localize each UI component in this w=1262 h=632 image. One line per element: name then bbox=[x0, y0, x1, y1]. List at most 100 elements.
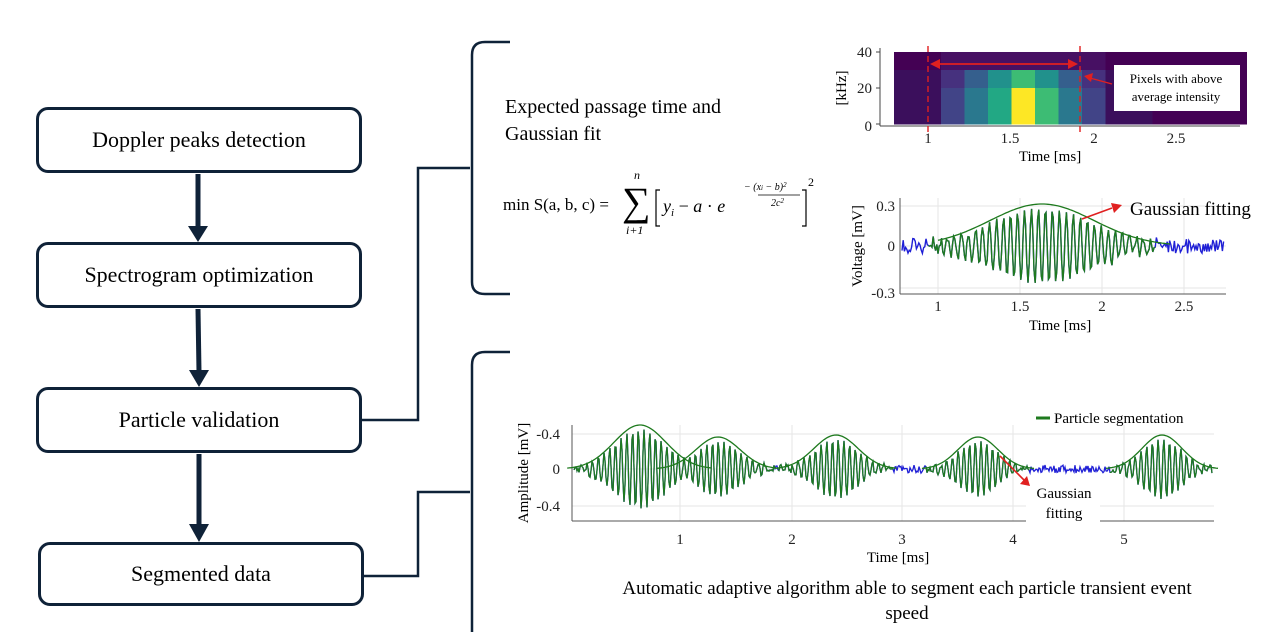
amplitude-gaussian-envelopes bbox=[567, 424, 1219, 470]
amp-legend-label: Particle segmentation bbox=[1054, 411, 1184, 427]
formula-square: 2 bbox=[808, 175, 814, 189]
spec-ytick: 20 bbox=[857, 81, 872, 97]
step-spectrogram-optimization: Spectrogram optimization bbox=[36, 242, 362, 308]
spec-xlabel: Time [ms] bbox=[1019, 149, 1081, 165]
spectrogram-cell bbox=[894, 88, 918, 107]
voltage-gaussian-envelope bbox=[937, 203, 1171, 245]
volt-xtick: 2 bbox=[1098, 299, 1106, 315]
spectrogram-cell bbox=[1082, 106, 1106, 125]
formula-caption-line1: Expected passage time and bbox=[505, 96, 722, 118]
amp-xlabel: Time [ms] bbox=[867, 550, 929, 566]
spectrogram-cell bbox=[941, 52, 965, 71]
flow-arrow-2 bbox=[189, 308, 209, 387]
spectrogram-cell bbox=[894, 106, 918, 125]
connector-segmented bbox=[364, 490, 470, 578]
spectrogram-cell bbox=[941, 88, 965, 107]
step-label: Doppler peaks detection bbox=[92, 127, 306, 152]
sum-symbol: ∑ bbox=[622, 179, 651, 224]
spectrogram-cell bbox=[1011, 70, 1036, 89]
spectrogram-cell bbox=[988, 70, 1012, 89]
formula-caption: Expected passage time and Gaussian fit bbox=[505, 94, 721, 148]
spectrogram-cell bbox=[1058, 106, 1083, 125]
amplitude-segmented-signal bbox=[573, 429, 1213, 509]
spec-annotation-line1: Pixels with above bbox=[1130, 71, 1223, 86]
spec-xtick: 1.5 bbox=[1001, 131, 1020, 147]
step-doppler-peaks-detection: Doppler peaks detection bbox=[36, 107, 362, 173]
formula-body: yi − a · e bbox=[661, 196, 725, 219]
spec-yticks: 40 20 0 bbox=[857, 45, 880, 135]
formula-exponent-num: − (xi − b)2 bbox=[744, 181, 787, 193]
volt-ytick: 0.3 bbox=[876, 199, 895, 215]
spectrogram-cell bbox=[894, 52, 918, 71]
volt-xlabel: Time [ms] bbox=[1029, 318, 1091, 334]
step-label: Particle validation bbox=[118, 407, 280, 432]
spectrogram-cell bbox=[988, 106, 1012, 125]
spectrogram-cell bbox=[1011, 52, 1036, 71]
flow-arrow-3 bbox=[189, 454, 209, 542]
spectrogram-cell bbox=[917, 88, 942, 107]
amp-xtick: 5 bbox=[1120, 532, 1128, 548]
volt-xtick: 1 bbox=[934, 299, 942, 315]
volt-xtick: 1.5 bbox=[1011, 299, 1030, 315]
spec-ytick: 40 bbox=[857, 45, 872, 61]
sum-bottom: i+1 bbox=[626, 223, 643, 237]
volt-ylabel: Voltage [mV] bbox=[850, 205, 866, 287]
amp-ytick: -0.4 bbox=[536, 499, 560, 515]
spectrogram-cell bbox=[1058, 88, 1083, 107]
spectrogram-cell bbox=[1082, 52, 1106, 71]
bracket-upper bbox=[470, 40, 510, 296]
step-segmented-data: Segmented data bbox=[38, 542, 364, 606]
amp-xtick: 4 bbox=[1009, 532, 1017, 548]
connector-validation bbox=[362, 166, 470, 422]
spectrogram-cell bbox=[1082, 88, 1106, 107]
spectrogram-cell bbox=[964, 88, 989, 107]
bracket-lower bbox=[470, 350, 510, 632]
volt-xtick: 2.5 bbox=[1175, 299, 1194, 315]
amp-ytick: -0.4 bbox=[536, 427, 560, 443]
spectrogram-cell bbox=[964, 70, 989, 89]
spec-xticks: 1 1.5 2 2.5 bbox=[924, 131, 1185, 147]
spec-ytick: 0 bbox=[865, 119, 873, 135]
spec-xtick: 2.5 bbox=[1167, 131, 1186, 147]
amp-annotation-line1: Gaussian bbox=[1037, 486, 1092, 502]
spec-annotation-box bbox=[1114, 65, 1240, 111]
flow-arrow-1 bbox=[188, 174, 208, 242]
spectrogram-cell bbox=[917, 106, 942, 125]
bottom-caption: Automatic adaptive algorithm able to seg… bbox=[560, 576, 1254, 626]
spectrogram-cell bbox=[1035, 106, 1059, 125]
spectrogram-cell bbox=[917, 70, 942, 89]
spec-xtick: 2 bbox=[1090, 131, 1098, 147]
amp-xtick: 3 bbox=[898, 532, 906, 548]
spec-annotation-line2: average intensity bbox=[1132, 89, 1221, 104]
formula-caption-line2: Gaussian fit bbox=[505, 123, 602, 145]
spectrogram-cell bbox=[1011, 88, 1036, 107]
spec-ylabel: [kHz] bbox=[834, 71, 850, 106]
spectrogram-cell bbox=[964, 52, 989, 71]
step-particle-validation: Particle validation bbox=[36, 387, 362, 453]
spectrogram-cell bbox=[941, 106, 965, 125]
amp-xtick: 2 bbox=[788, 532, 796, 548]
spectrogram-cell bbox=[1035, 70, 1059, 89]
volt-annotation: Gaussian fitting bbox=[1130, 199, 1251, 220]
voltage-particle-signal bbox=[928, 208, 1156, 283]
volt-ytick: 0 bbox=[888, 239, 896, 255]
spectrogram-cell bbox=[1058, 70, 1083, 89]
spectrogram-cell bbox=[1035, 52, 1059, 71]
sum-top: n bbox=[634, 168, 640, 182]
amp-xtick: 1 bbox=[676, 532, 684, 548]
spectrogram-cell bbox=[1011, 106, 1036, 125]
amp-ylabel: Amplitude [mV] bbox=[516, 423, 532, 523]
spectrogram-cell bbox=[988, 88, 1012, 107]
spectrogram-cell bbox=[941, 70, 965, 89]
spec-xtick: 1 bbox=[924, 131, 932, 147]
amp-ytick: 0 bbox=[553, 462, 561, 478]
amp-annotation-line2: fitting bbox=[1046, 506, 1083, 522]
step-label: Segmented data bbox=[131, 561, 271, 586]
formula-lhs: min S(a, b, c) = bbox=[503, 195, 609, 214]
bottom-caption-line2: speed bbox=[885, 603, 929, 624]
